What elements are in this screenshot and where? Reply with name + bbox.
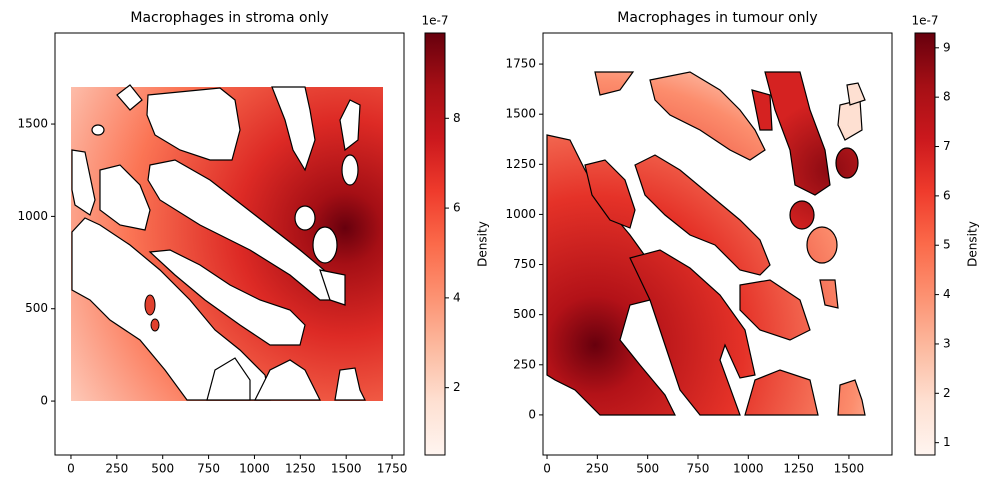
x-tick-label: 500 [151, 462, 174, 476]
x-tick-label: 0 [67, 462, 75, 476]
colorbar-tick-label: 7 [943, 139, 951, 153]
y-tick-label: 1500 [505, 107, 536, 121]
colorbar-tick-label: 5 [943, 238, 951, 252]
x-tick-label: 1500 [331, 462, 362, 476]
x-tick-label: 250 [105, 462, 128, 476]
x-tick-label: 250 [586, 462, 609, 476]
y-tick-label: 0 [40, 394, 48, 408]
y-tick-label: 500 [513, 307, 536, 321]
y-tick-label: 250 [513, 357, 536, 371]
y-tick-label: 1750 [505, 57, 536, 71]
x-tick-label: 1250 [783, 462, 814, 476]
x-tick-label: 0 [543, 462, 551, 476]
x-tick-label: 750 [687, 462, 710, 476]
density-field-right [546, 71, 866, 416]
y-tick-label: 1000 [505, 207, 536, 221]
colorbar-tick-label: 6 [943, 188, 951, 202]
x-tick-label: 1000 [733, 462, 764, 476]
colorbar-tick-label: 9 [943, 40, 951, 54]
colorbar-offset: 1e-7 [422, 14, 449, 28]
colorbar-tick-label: 6 [453, 201, 461, 215]
colorbar [424, 32, 446, 456]
colorbar [914, 32, 936, 456]
x-tick-label: 1500 [834, 462, 865, 476]
colorbar-label: Density [476, 221, 490, 267]
x-tick-label: 500 [636, 462, 659, 476]
colorbar-offset: 1e-7 [912, 14, 939, 28]
y-tick-label: 1000 [17, 209, 48, 223]
colorbar-tick-label: 8 [943, 90, 951, 104]
y-tick-label: 1250 [505, 157, 536, 171]
colorbar-tick-label: 2 [453, 380, 461, 394]
y-tick-label: 750 [513, 257, 536, 271]
x-tick-label: 1000 [239, 462, 270, 476]
chart-title: Macrophages in stroma only [130, 10, 328, 26]
y-tick-label: 0 [528, 407, 536, 421]
y-tick-label: 500 [25, 301, 48, 315]
axes-frame [54, 32, 405, 456]
chart-title: Macrophages in tumour only [617, 10, 817, 26]
colorbar-tick-label: 2 [943, 386, 951, 400]
x-tick-label: 1750 [377, 462, 408, 476]
y-tick-label: 1500 [17, 117, 48, 131]
colorbar-tick-label: 8 [453, 111, 461, 125]
colorbar-tick-label: 4 [453, 290, 461, 304]
x-tick-label: 1250 [285, 462, 316, 476]
x-tick-label: 750 [197, 462, 220, 476]
axes-frame [542, 32, 893, 456]
colorbar-tick-label: 1 [943, 435, 951, 449]
colorbar-label: Density [966, 221, 980, 267]
colorbar-tick-label: 4 [943, 287, 951, 301]
density-field-left [71, 84, 383, 401]
colorbar-tick-label: 3 [943, 336, 951, 350]
